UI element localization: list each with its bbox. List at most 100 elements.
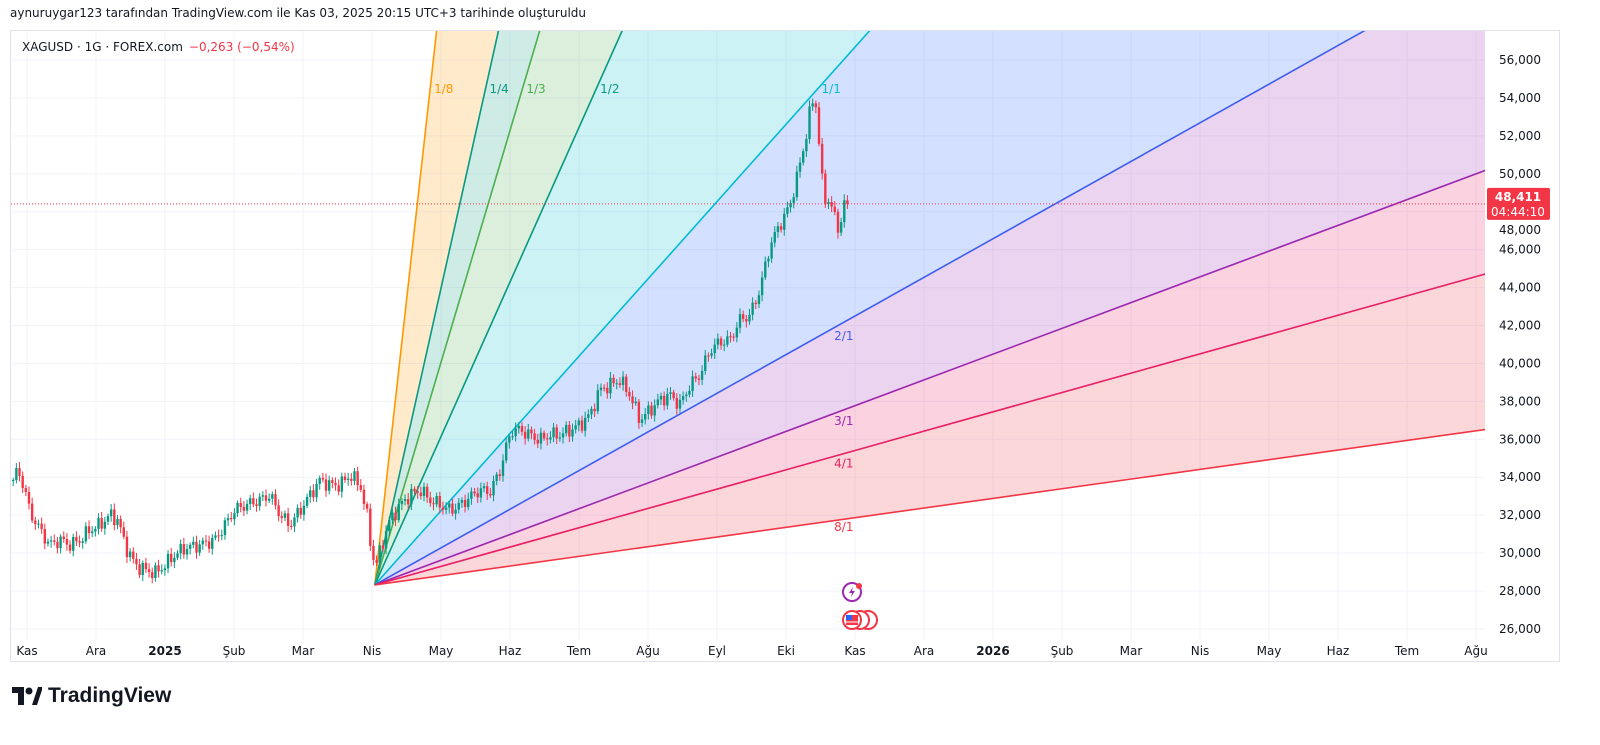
candle-body <box>261 495 265 497</box>
candle-body <box>245 503 249 511</box>
candle-body <box>713 344 716 354</box>
candle-body <box>381 545 385 549</box>
candle-body <box>647 405 650 414</box>
candle-body <box>612 377 615 384</box>
candle-body <box>147 569 151 573</box>
events-icon[interactable] <box>842 582 862 602</box>
candle-body <box>72 537 75 551</box>
candle-body <box>843 200 846 223</box>
candle-body <box>119 519 122 528</box>
candle-body <box>40 523 43 530</box>
candle-body <box>609 377 612 394</box>
candle-body <box>697 378 701 380</box>
time-tick-label: Ağu <box>1464 644 1487 658</box>
bar-countdown: 04:44:10 <box>1491 205 1545 219</box>
candle-body <box>489 493 492 496</box>
gann-fan-label: 1/2 <box>600 82 619 96</box>
candle-body <box>625 376 628 392</box>
candle-body <box>767 258 770 262</box>
candle-body <box>457 502 460 510</box>
last-price-badge: 48,411 04:44:10 <box>1487 187 1550 220</box>
candle-body <box>546 438 549 440</box>
candle-body <box>365 504 369 509</box>
candle-body <box>309 490 312 497</box>
gann-fan-line[interactable] <box>374 0 1600 586</box>
candle-body <box>18 468 21 476</box>
candle-body <box>726 336 729 345</box>
economic-events-flag-icon[interactable] <box>842 610 878 630</box>
candle-body <box>328 480 331 491</box>
time-tick-label: Haz <box>499 644 522 658</box>
price-axis[interactable]: 26,000 28,000 30,000 32,000 34,000 36,000 38,0… <box>1499 53 1541 636</box>
candle-body <box>783 213 786 230</box>
candle-body <box>590 408 593 415</box>
candle-body <box>542 432 546 439</box>
candle-body <box>84 526 88 542</box>
candle-body <box>808 106 811 139</box>
candle-body <box>34 520 37 525</box>
candle-body <box>530 429 533 434</box>
candle-body <box>318 477 321 484</box>
candle-body <box>833 206 836 212</box>
candle-body <box>764 261 767 278</box>
candle-body <box>109 509 113 517</box>
gann-fan[interactable] <box>373 0 1600 586</box>
time-tick-label: Ara <box>86 644 107 658</box>
chart-frame <box>10 30 1560 662</box>
candle-body <box>94 528 97 532</box>
candle-body <box>280 516 283 518</box>
candle-body <box>662 395 666 406</box>
candle-body <box>501 460 505 477</box>
candle-body <box>732 336 735 338</box>
candle-body <box>476 493 479 498</box>
time-tick-label: Eyl <box>708 644 726 658</box>
candle-body <box>659 395 663 400</box>
candle-body <box>716 338 720 345</box>
candle-body <box>792 197 795 204</box>
candle-body <box>757 295 761 305</box>
candle-body <box>166 553 170 569</box>
candle-body <box>789 203 792 208</box>
candle-body <box>293 517 296 527</box>
time-tick-label: Mar <box>292 644 315 658</box>
candle-body <box>182 543 186 555</box>
candle-body <box>46 541 50 544</box>
candle-body <box>691 376 694 391</box>
candle-body <box>331 480 334 483</box>
candle-body <box>144 562 148 570</box>
candle-body <box>754 302 757 305</box>
candle-body <box>688 390 691 395</box>
candle-body <box>384 531 388 549</box>
candle-body <box>678 399 682 409</box>
candle-body <box>49 540 53 542</box>
candle-body <box>735 327 739 338</box>
candle-body <box>305 496 309 506</box>
tradingview-logo[interactable]: TradingView <box>12 684 171 708</box>
candle-body <box>580 420 584 431</box>
candle-body <box>587 414 590 418</box>
candle-body <box>631 396 634 404</box>
candle-body <box>91 531 94 534</box>
gann-fan-line[interactable] <box>374 0 1600 586</box>
gann-fan-line[interactable] <box>374 25 1600 586</box>
gann-fan-line[interactable] <box>374 305 1600 586</box>
candle-body <box>391 512 394 521</box>
candle-body <box>495 474 498 481</box>
candle-body <box>141 562 144 576</box>
last-price-value: 48,411 <box>1495 190 1541 204</box>
candle-body <box>454 509 457 514</box>
time-axis[interactable]: Kas Ara 2025 Şub Mar Nis May Haz Tem Ağu Eyl Eki Kas… <box>16 644 1487 658</box>
candle-body <box>236 502 239 514</box>
candle-body <box>138 564 141 576</box>
gann-fan-label: 3/1 <box>834 414 853 428</box>
price-tick-label: 36,000 <box>1499 432 1541 446</box>
candle-body <box>419 492 423 496</box>
candle-body <box>637 401 641 423</box>
candle-body <box>170 553 173 563</box>
symbol-legend[interactable]: XAGUSD · 1G · FOREX.com −0,263 (−0,54%) <box>20 39 297 55</box>
candle-body <box>577 420 581 426</box>
candle-body <box>571 429 574 437</box>
gann-fan-line[interactable] <box>374 0 1600 586</box>
candle-body <box>179 543 182 554</box>
